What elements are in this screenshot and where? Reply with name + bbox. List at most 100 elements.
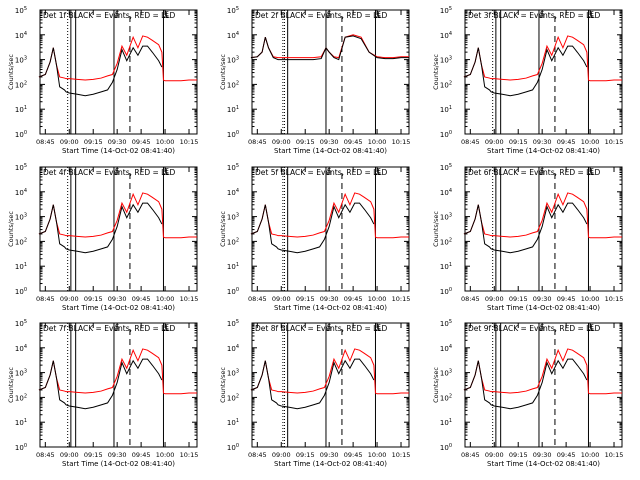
y-tick-label: 103 [227,369,239,378]
series-line-events [463,45,588,97]
y-tick-base: 10 [15,81,24,89]
x-tick-label: 09:00 [272,295,291,303]
y-tick-base: 10 [440,214,449,222]
end-marker-label: E [376,167,380,175]
x-tick-label: 09:30 [108,138,127,146]
series-line-lld [463,192,622,239]
y-tick-base: 10 [227,81,236,89]
y-tick-label: 105 [227,319,239,328]
x-tick-label: 09:15 [84,138,103,146]
x-tick-label: 10:00 [581,295,600,303]
y-tick-exponent: 4 [449,31,452,37]
y-tick-exponent: 4 [449,344,452,350]
y-tick-label: 103 [15,213,27,222]
y-tick-label: 105 [15,319,27,328]
y-tick-base: 10 [227,57,236,65]
y-tick-exponent: 5 [449,6,452,12]
series-line-events [250,202,375,254]
x-tick-label: 09:15 [296,295,315,303]
y-tick-base: 10 [227,288,236,296]
x-tick-label: 08:45 [461,138,480,146]
y-tick-base: 10 [15,345,24,353]
x-tick-label: 10:00 [368,451,387,459]
y-tick-base: 10 [440,32,449,40]
y-tick-label: 100 [15,287,27,296]
y-tick-label: 100 [227,130,239,139]
y-tick-exponent: 3 [236,369,239,375]
y-tick-base: 10 [227,419,236,427]
y-tick-exponent: 3 [449,369,452,375]
y-tick-exponent: 0 [449,443,452,449]
y-tick-base: 10 [15,7,24,15]
series-line-events [463,358,588,410]
x-axis-label: Start Time (14-Oct-02 08:41:40) [62,460,175,468]
end-marker-label: E [164,10,168,18]
y-tick-base: 10 [15,164,24,172]
y-tick-label: 104 [15,188,27,197]
start-marker-label: S [327,10,332,18]
y-tick-label: 100 [227,443,239,452]
panel-title: Det 4f BLACK = Events, RED = LLD [43,168,176,177]
x-tick-label: 09:15 [509,451,528,459]
y-tick-base: 10 [440,419,449,427]
y-axis-label: Counts/sec [7,54,15,90]
y-tick-label: 102 [440,237,452,246]
x-tick-label: 10:15 [180,451,199,459]
y-tick-base: 10 [15,394,24,402]
y-tick-base: 10 [227,320,236,328]
y-tick-base: 10 [227,345,236,353]
x-tick-label: 10:00 [156,138,175,146]
y-tick-base: 10 [15,106,24,114]
x-tick-label: 08:45 [36,451,55,459]
x-axis-label: Start Time (14-Oct-02 08:41:40) [487,304,600,312]
y-tick-exponent: 3 [24,369,27,375]
y-tick-label: 101 [227,418,239,427]
y-tick-base: 10 [440,320,449,328]
x-tick-label: 09:15 [509,295,528,303]
y-tick-base: 10 [227,238,236,246]
y-tick-exponent: 1 [24,105,27,111]
y-tick-exponent: 5 [236,319,239,325]
y-tick-label: 102 [15,237,27,246]
start-marker-label: S [115,167,120,175]
x-tick-label: 09:15 [84,451,103,459]
x-tick-label: 10:00 [368,295,387,303]
x-axis-label: Start Time (14-Oct-02 08:41:40) [62,304,175,312]
series-line-events [38,45,163,97]
y-tick-label: 103 [440,369,452,378]
x-tick-label: 09:30 [320,295,339,303]
y-tick-exponent: 2 [449,80,452,86]
x-tick-label: 08:45 [461,451,480,459]
y-tick-exponent: 5 [24,6,27,12]
y-tick-exponent: 1 [449,418,452,424]
y-axis-label: Counts/sec [432,211,440,247]
y-tick-base: 10 [440,189,449,197]
y-tick-base: 10 [440,394,449,402]
y-tick-exponent: 0 [24,287,27,293]
series-line-events [250,358,375,410]
y-tick-base: 10 [440,164,449,172]
x-tick-label: 10:00 [581,138,600,146]
y-tick-exponent: 4 [236,188,239,194]
y-tick-label: 101 [15,105,27,114]
x-tick-label: 09:30 [533,295,552,303]
panel-title: Det 8f BLACK = Events, RED = LLD [255,324,388,333]
y-tick-exponent: 2 [236,80,239,86]
y-tick-exponent: 4 [236,344,239,350]
y-tick-base: 10 [227,189,236,197]
x-tick-label: 09:00 [272,451,291,459]
y-tick-exponent: 2 [24,80,27,86]
x-tick-label: 09:45 [132,138,151,146]
y-tick-exponent: 5 [449,319,452,325]
series-line-events [38,358,163,410]
start-marker-label: S [327,167,332,175]
x-axis-label: Start Time (14-Oct-02 08:41:40) [274,147,387,155]
x-tick-label: 09:00 [60,138,79,146]
x-tick-label: 08:45 [461,295,480,303]
